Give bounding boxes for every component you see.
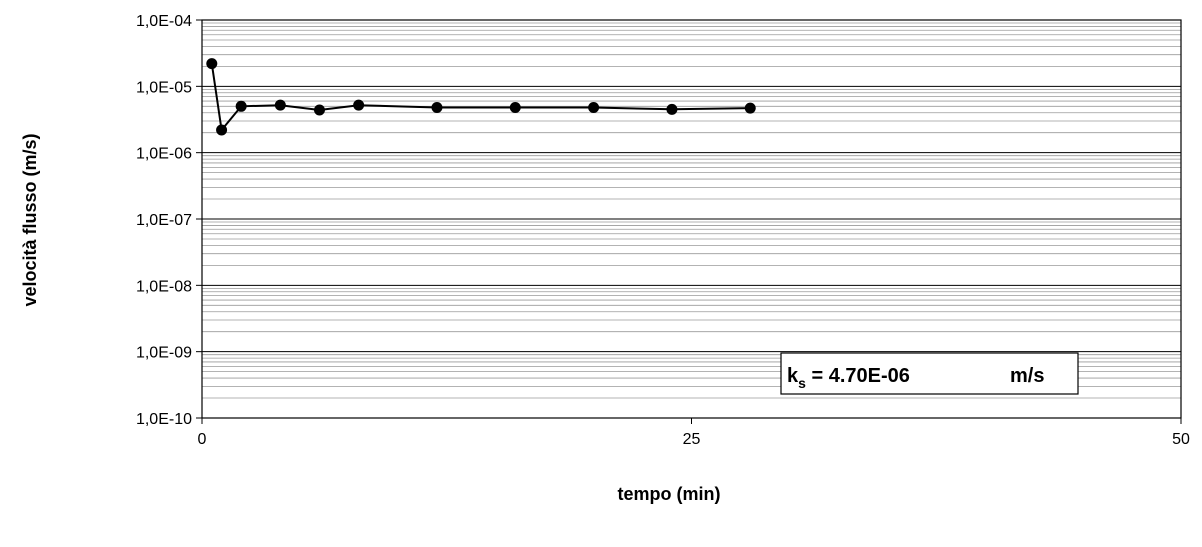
data-layer xyxy=(206,58,756,136)
tick-layer: 1,0E-04 1,0E-05 1,0E-06 1,0E-07 1,0E-08 1,0E-… xyxy=(136,13,1190,448)
grid-layer xyxy=(202,22,1181,419)
ks-text: ks = 4.70E-06 xyxy=(787,365,910,391)
ks-annotation-box: ks = 4.70E-06 m/s xyxy=(780,352,1079,395)
y-tick-label: 1,0E-05 xyxy=(136,79,192,96)
ks-unit: m/s xyxy=(1010,365,1044,387)
data-point xyxy=(274,99,286,111)
x-tick-label: 25 xyxy=(683,431,701,448)
ks-value: = 4.70E-06 xyxy=(806,365,910,387)
y-tick-label: 1,0E-09 xyxy=(136,345,192,362)
x-axis-title: tempo (min) xyxy=(618,484,721,504)
data-point xyxy=(509,101,521,113)
x-tick-label: 50 xyxy=(1172,431,1190,448)
data-point xyxy=(216,124,228,136)
ks-symbol: k xyxy=(787,365,799,387)
y-axis-title: velocità flusso (m/s) xyxy=(20,133,40,306)
data-point xyxy=(431,101,443,113)
y-tick-label: 1,0E-07 xyxy=(136,212,192,229)
data-point xyxy=(235,100,247,112)
data-point xyxy=(353,99,365,111)
data-point xyxy=(206,58,218,70)
ks-box-frame xyxy=(780,352,1079,395)
data-point xyxy=(588,101,600,113)
y-tick-label: 1,0E-10 xyxy=(136,411,192,428)
y-tick-label: 1,0E-04 xyxy=(136,13,192,30)
y-tick-label: 1,0E-08 xyxy=(136,278,192,295)
ks-subscript: s xyxy=(798,375,806,391)
data-point xyxy=(666,103,678,115)
data-point xyxy=(744,102,756,114)
x-tick-label: 0 xyxy=(198,431,207,448)
y-tick-label: 1,0E-06 xyxy=(136,146,192,163)
data-point xyxy=(313,104,325,116)
